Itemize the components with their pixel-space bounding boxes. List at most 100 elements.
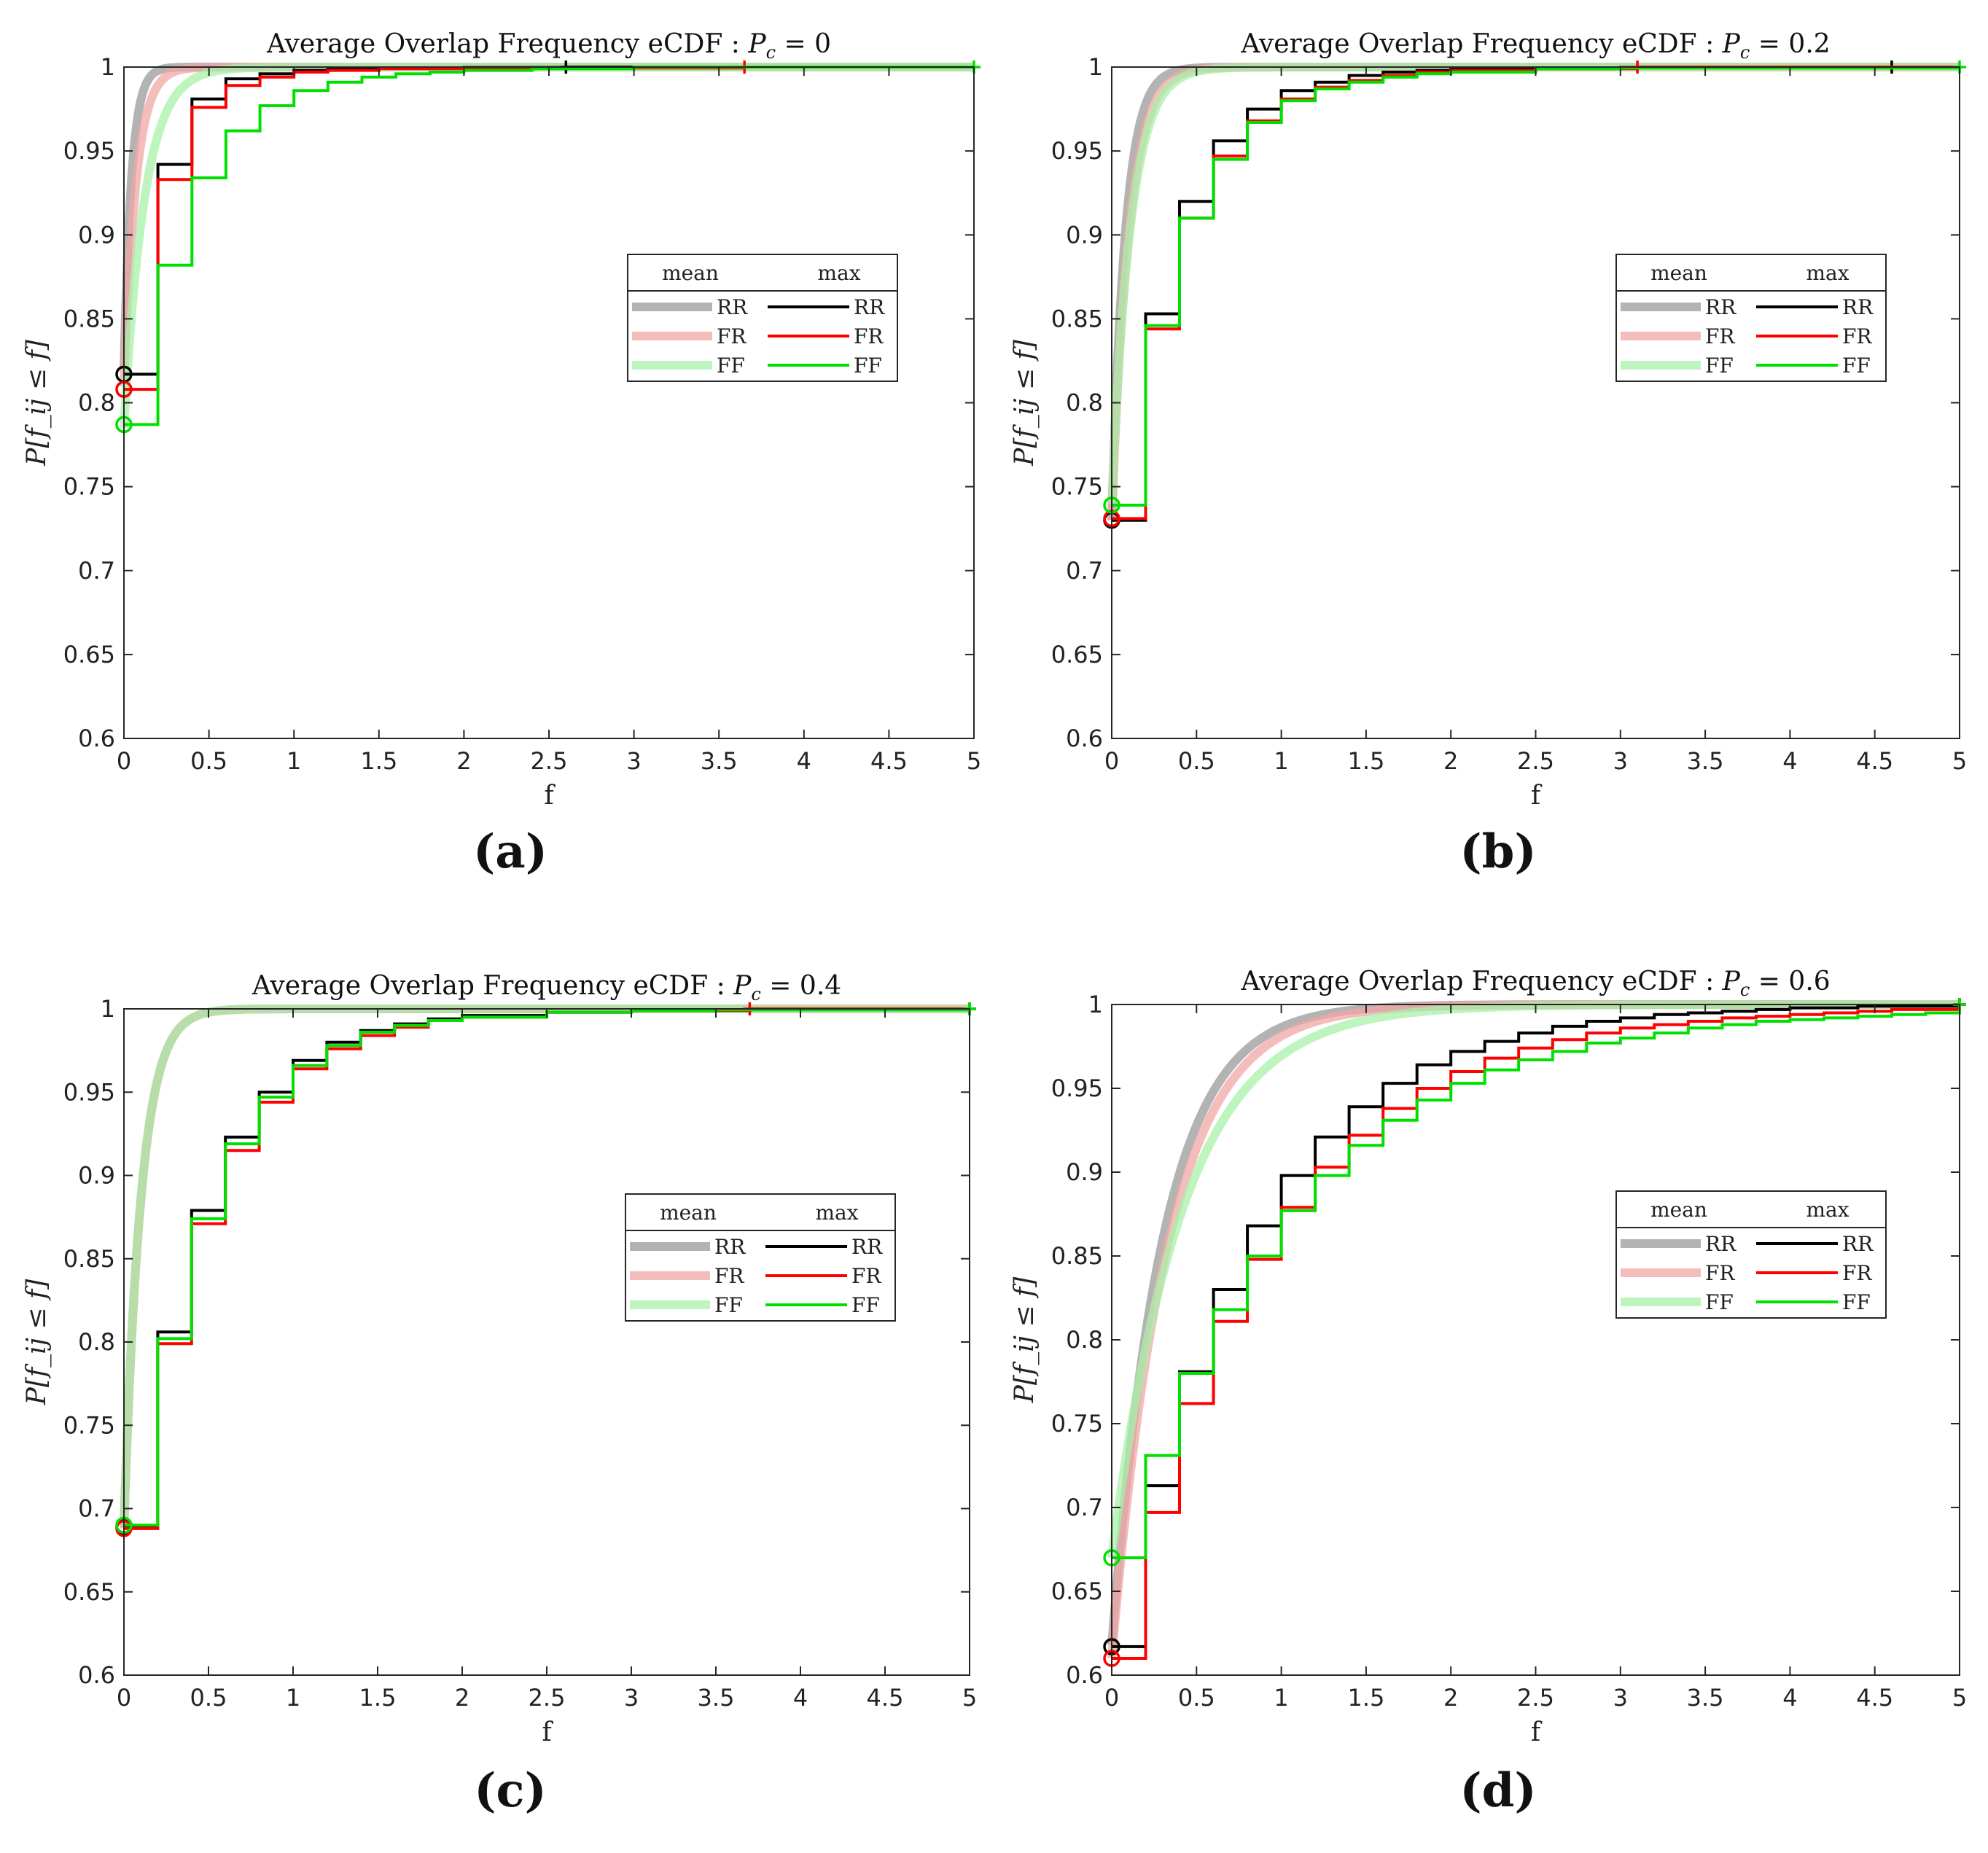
x-tick-label: 2.5: [531, 747, 568, 775]
y-tick-label: 0.65: [63, 641, 115, 668]
x-tick-label: 4.5: [870, 747, 908, 775]
y-tick-label: 0.75: [1051, 1410, 1103, 1437]
x-tick-label: 0.5: [190, 747, 227, 775]
legend-box: [625, 1193, 896, 1322]
chart-panel-a: 0 0.5 1 1.5 2 2.5 3 3.5 4 4.5 5 0.6 0.65 0.7 0.75 0.8 0.…: [22, 29, 981, 879]
y-tick-label: 0.8: [78, 389, 115, 417]
y-axis-label: P[f_ij ≤ f]: [1010, 1276, 1040, 1404]
legend-header-mean: mean: [1650, 261, 1707, 285]
legend-label-max: FF: [1842, 354, 1871, 378]
panel-caption: (b): [1459, 824, 1536, 879]
x-axis-label: f: [1531, 1717, 1543, 1747]
y-tick-label: 0.9: [1066, 221, 1103, 249]
x-tick-label: 3.5: [698, 1684, 735, 1712]
legend-label-max: FR: [854, 324, 884, 348]
legend: mean max RR RR FR FR FF FF: [1615, 1190, 1887, 1319]
y-tick-label: 0.9: [78, 221, 115, 249]
x-tick-label: 4.5: [867, 1684, 904, 1712]
x-tick-label: 1: [1274, 747, 1288, 775]
max-series-ff-step: [1112, 1011, 1961, 1559]
panel-caption: (a): [473, 824, 547, 879]
x-tick-label: 0.5: [190, 1684, 227, 1712]
y-axis-label: P[f_ij ≤ f]: [22, 1279, 52, 1406]
x-tick-label: 4: [797, 747, 811, 775]
legend-box: [1615, 254, 1887, 382]
x-tick-label: 5: [967, 747, 981, 775]
legend-box: [1615, 1190, 1887, 1319]
y-tick-label: 0.85: [1051, 305, 1103, 332]
legend-label-max: RR: [851, 1235, 883, 1259]
y-tick-label: 0.7: [78, 557, 115, 585]
legend-header-max: max: [817, 261, 860, 285]
legend-label-mean: FR: [717, 324, 747, 348]
plot-area: [124, 67, 974, 738]
x-tick-label: 2: [1443, 1684, 1458, 1712]
x-tick-label: 2.5: [1517, 747, 1554, 775]
x-axis-label: f: [1531, 781, 1543, 811]
x-tick-label: 3: [626, 747, 641, 775]
legend-label-mean: FF: [1705, 354, 1734, 378]
y-tick-label: 0.8: [1066, 389, 1103, 417]
max-series-ff-step: [124, 66, 974, 426]
plot-area: [124, 1009, 970, 1675]
x-tick-label: 2: [455, 1684, 469, 1712]
y-axis-label: P[f_ij ≤ f]: [1010, 339, 1040, 467]
y-tick-label: 0.9: [78, 1162, 115, 1190]
legend-label-mean: FR: [714, 1264, 744, 1288]
legend-label-max: RR: [1842, 1232, 1874, 1256]
legend-header-max: max: [1806, 1198, 1849, 1222]
x-tick-label: 3: [1613, 1684, 1628, 1712]
x-tick-label: 0.5: [1178, 1684, 1215, 1712]
x-tick-label: 0: [117, 747, 131, 775]
legend-label-mean: FR: [1705, 324, 1735, 348]
y-tick-label: 0.95: [63, 137, 115, 165]
x-tick-label: 4: [793, 1684, 808, 1712]
x-tick-label: 0.5: [1178, 747, 1215, 775]
x-tick-label: 2: [1443, 747, 1458, 775]
y-tick-label: 0.8: [1066, 1326, 1103, 1354]
x-tick-label: 1: [286, 747, 301, 775]
y-tick-label: 0.9: [1066, 1158, 1103, 1186]
x-tick-label: 3.5: [1687, 747, 1724, 775]
legend-label-max: FF: [854, 354, 882, 378]
legend-label-max: FR: [1842, 324, 1872, 348]
legend-label-max: FF: [1842, 1290, 1871, 1314]
x-tick-label: 5: [1952, 747, 1967, 775]
chart-title: Average Overlap Frequency eCDF : Pc = 0: [266, 29, 831, 63]
y-tick-label: 0.6: [1066, 1661, 1103, 1689]
x-tick-label: 3.5: [1687, 1684, 1724, 1712]
y-tick-label: 0.85: [63, 305, 115, 332]
y-tick-label: 0.85: [1051, 1242, 1103, 1270]
y-tick-label: 0.95: [63, 1078, 115, 1106]
y-tick-label: 0.6: [78, 725, 115, 752]
legend-label-max: FR: [851, 1264, 881, 1288]
x-tick-label: 4: [1782, 747, 1797, 775]
legend-box: [627, 254, 898, 382]
x-axis-label: f: [542, 1717, 553, 1747]
legend-label-mean: RR: [1705, 295, 1736, 319]
y-tick-label: 0.95: [1051, 1074, 1103, 1102]
legend-label-mean: FR: [1705, 1261, 1735, 1285]
x-tick-label: 4: [1782, 1684, 1797, 1712]
y-tick-label: 0.75: [63, 473, 115, 501]
y-tick-label: 0.7: [1066, 1494, 1103, 1521]
legend-header-max: max: [815, 1201, 858, 1225]
chart-panel-b: 0 0.5 1 1.5 2 2.5 3 3.5 4 4.5 5 0.6 0.65 0.7 0.75 0.8 0.…: [1010, 29, 1967, 879]
y-tick-label: 1: [1088, 53, 1103, 81]
y-tick-label: 0.85: [63, 1245, 115, 1273]
legend-label-max: FR: [1842, 1261, 1872, 1285]
x-tick-label: 4.5: [1856, 1684, 1893, 1712]
y-tick-label: 0.65: [1051, 641, 1103, 668]
legend-label-max: RR: [1842, 295, 1874, 319]
y-tick-label: 1: [1088, 991, 1103, 1018]
legend-header-max: max: [1806, 261, 1849, 285]
x-tick-label: 0: [117, 1684, 131, 1712]
y-tick-label: 0.65: [63, 1578, 115, 1606]
x-tick-label: 5: [962, 1684, 977, 1712]
legend: mean max RR RR FR FR FF FF: [625, 1193, 896, 1322]
plot-area: [1112, 67, 1960, 738]
x-tick-label: 1.5: [359, 1684, 397, 1712]
y-tick-label: 0.7: [78, 1495, 115, 1523]
chart-title: Average Overlap Frequency eCDF : Pc = 0.…: [1240, 29, 1830, 63]
y-tick-label: 0.75: [1051, 473, 1103, 501]
